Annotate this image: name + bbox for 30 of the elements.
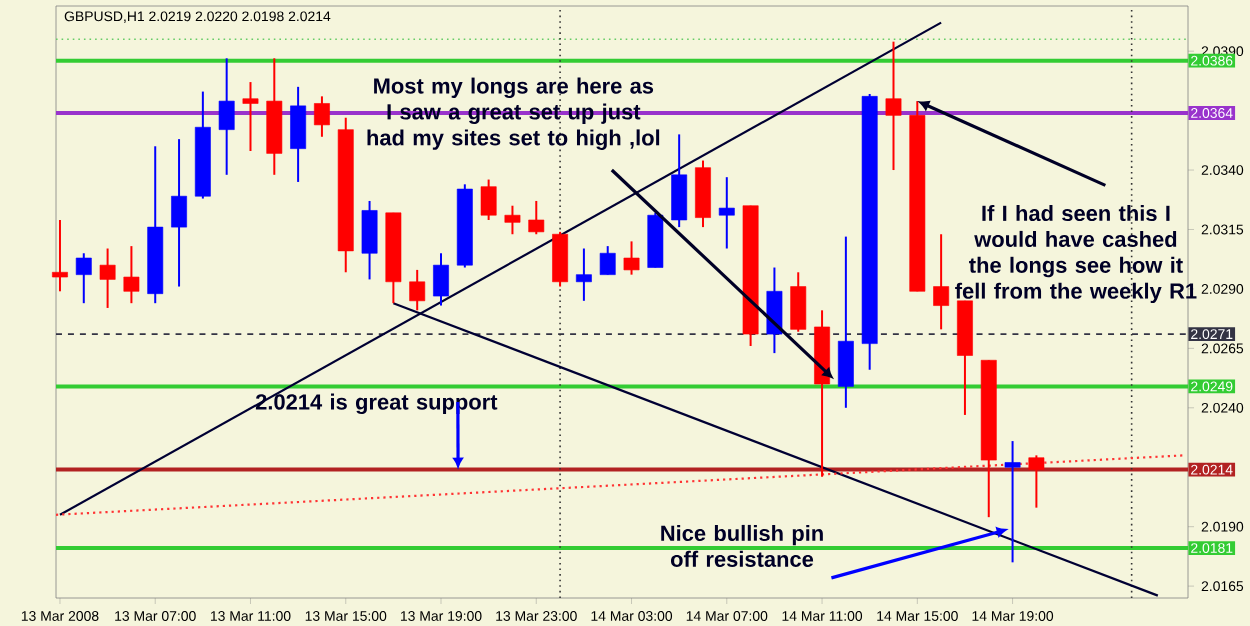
candlestick xyxy=(99,247,116,309)
candlestick xyxy=(1028,454,1045,509)
candlestick xyxy=(552,230,569,288)
annotation: If I had seen this I would have cashed the longs see how it fell from the weekly R1 xyxy=(955,204,1197,304)
candlestick xyxy=(885,40,902,172)
candlestick xyxy=(718,176,735,250)
candlestick xyxy=(933,233,950,331)
candlestick xyxy=(790,271,807,333)
candlestick xyxy=(504,204,521,236)
candlestick xyxy=(480,178,497,221)
annotation: Nice bullish pin off resistance xyxy=(661,524,823,567)
annotation: 2.0214 is great support xyxy=(255,393,498,415)
candlestick xyxy=(837,235,854,409)
candlestick xyxy=(290,85,307,183)
candlestick xyxy=(314,95,330,138)
candlestick xyxy=(242,81,259,153)
candlestick xyxy=(361,199,378,281)
candlestick xyxy=(218,57,235,176)
candlestick xyxy=(623,240,640,276)
candlestick xyxy=(52,218,68,293)
candlestick xyxy=(123,245,140,305)
candlestick xyxy=(433,252,449,307)
candlestick xyxy=(599,245,616,276)
candlestick xyxy=(528,199,545,236)
candlestick xyxy=(671,133,688,229)
candlestick xyxy=(766,266,783,355)
candlestick xyxy=(575,247,592,302)
candlestick xyxy=(75,252,92,305)
candlestick xyxy=(409,268,426,312)
candlestick xyxy=(171,138,187,288)
